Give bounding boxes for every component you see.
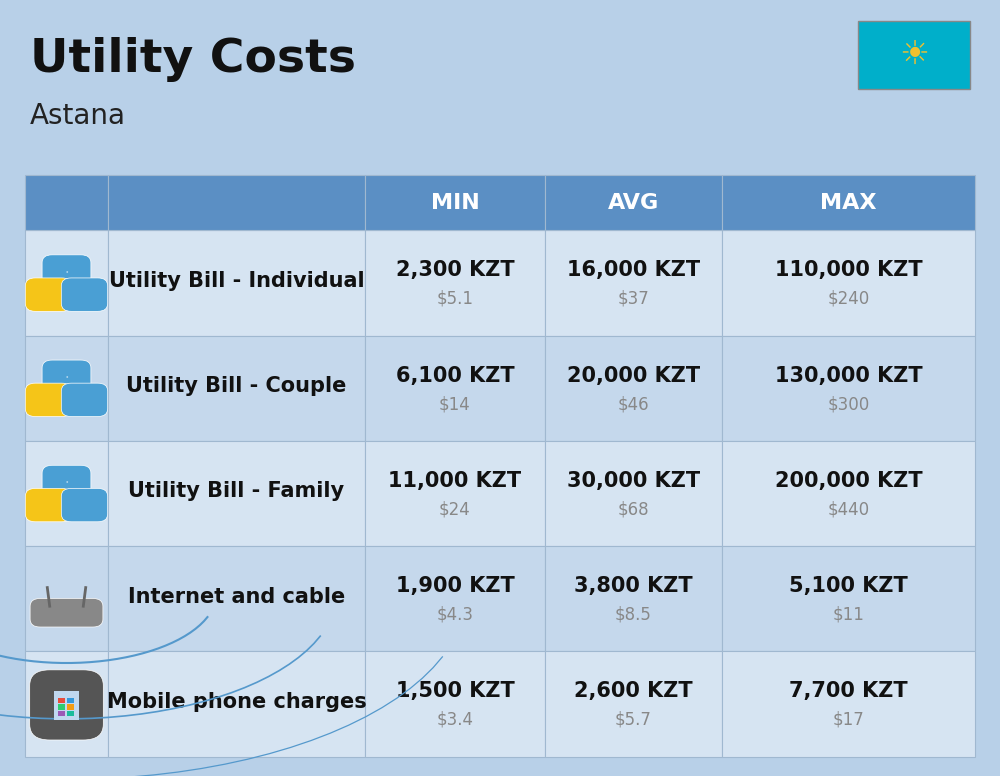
- Text: 2,300 KZT: 2,300 KZT: [396, 261, 514, 280]
- Text: Utility Bill - Family: Utility Bill - Family: [128, 481, 345, 501]
- Text: 30,000 KZT: 30,000 KZT: [567, 471, 700, 491]
- Text: $37: $37: [618, 290, 649, 308]
- Bar: [58, 705, 65, 709]
- Bar: [25, 175, 108, 230]
- Text: $46: $46: [618, 395, 649, 413]
- Text: $3.4: $3.4: [436, 711, 474, 729]
- Text: $5.1: $5.1: [436, 290, 474, 308]
- Text: $440: $440: [827, 501, 870, 518]
- Text: $17: $17: [833, 711, 864, 729]
- Bar: [25, 546, 108, 651]
- Text: Utility Costs: Utility Costs: [30, 37, 356, 82]
- Text: Internet and cable: Internet and cable: [128, 587, 345, 607]
- Text: MIN: MIN: [431, 192, 479, 213]
- Text: $24: $24: [439, 501, 471, 518]
- FancyBboxPatch shape: [30, 670, 103, 740]
- FancyBboxPatch shape: [30, 598, 103, 627]
- Text: 1,900 KZT: 1,900 KZT: [396, 576, 514, 596]
- Bar: [67, 705, 74, 709]
- Text: 11,000 KZT: 11,000 KZT: [388, 471, 522, 491]
- Text: AVG: AVG: [608, 192, 659, 213]
- Text: 3,800 KZT: 3,800 KZT: [574, 576, 693, 596]
- Text: ⚙: ⚙: [65, 375, 68, 379]
- Bar: [25, 441, 108, 546]
- FancyBboxPatch shape: [61, 383, 108, 417]
- Bar: [108, 230, 365, 336]
- Text: ⚙: ⚙: [65, 270, 68, 274]
- Bar: [108, 336, 365, 441]
- FancyBboxPatch shape: [25, 383, 72, 417]
- Bar: [722, 546, 975, 651]
- FancyBboxPatch shape: [25, 488, 72, 521]
- Bar: [365, 175, 545, 230]
- Bar: [365, 230, 545, 336]
- Text: Mobile phone charges: Mobile phone charges: [107, 692, 366, 712]
- Text: $5.7: $5.7: [615, 711, 652, 729]
- Bar: [58, 711, 65, 716]
- Text: $8.5: $8.5: [615, 605, 652, 624]
- Bar: [365, 546, 545, 651]
- Bar: [25, 230, 108, 336]
- Text: 7,700 KZT: 7,700 KZT: [789, 681, 908, 702]
- Bar: [365, 336, 545, 441]
- Text: 20,000 KZT: 20,000 KZT: [567, 365, 700, 386]
- Bar: [545, 230, 722, 336]
- Bar: [108, 546, 365, 651]
- Bar: [25, 336, 108, 441]
- Text: 110,000 KZT: 110,000 KZT: [775, 261, 922, 280]
- FancyBboxPatch shape: [42, 360, 91, 394]
- Text: $68: $68: [618, 501, 649, 518]
- Bar: [365, 651, 545, 757]
- Bar: [365, 441, 545, 546]
- Bar: [67, 698, 74, 703]
- Bar: [545, 441, 722, 546]
- Text: ⚙: ⚙: [65, 480, 68, 484]
- Text: 2,600 KZT: 2,600 KZT: [574, 681, 693, 702]
- FancyBboxPatch shape: [858, 21, 970, 89]
- Text: $300: $300: [827, 395, 870, 413]
- Bar: [722, 230, 975, 336]
- Text: ☀: ☀: [899, 39, 929, 71]
- Text: 130,000 KZT: 130,000 KZT: [775, 365, 922, 386]
- FancyBboxPatch shape: [25, 278, 72, 311]
- Text: Utility Bill - Couple: Utility Bill - Couple: [126, 376, 347, 397]
- Bar: [58, 698, 65, 703]
- Text: Astana: Astana: [30, 102, 126, 130]
- Text: 6,100 KZT: 6,100 KZT: [396, 365, 514, 386]
- Text: $14: $14: [439, 395, 471, 413]
- Text: $11: $11: [833, 605, 864, 624]
- Bar: [108, 651, 365, 757]
- Bar: [545, 175, 722, 230]
- Bar: [545, 546, 722, 651]
- Bar: [25, 651, 108, 757]
- Bar: [54, 691, 79, 719]
- Text: 16,000 KZT: 16,000 KZT: [567, 261, 700, 280]
- FancyBboxPatch shape: [61, 488, 108, 521]
- Bar: [545, 336, 722, 441]
- Bar: [545, 651, 722, 757]
- FancyBboxPatch shape: [61, 278, 108, 311]
- FancyBboxPatch shape: [42, 466, 91, 500]
- Bar: [108, 441, 365, 546]
- Text: $240: $240: [827, 290, 870, 308]
- Bar: [722, 651, 975, 757]
- Text: MAX: MAX: [820, 192, 877, 213]
- Text: Utility Bill - Individual: Utility Bill - Individual: [109, 271, 364, 291]
- Bar: [67, 711, 74, 716]
- Bar: [722, 441, 975, 546]
- Text: 5,100 KZT: 5,100 KZT: [789, 576, 908, 596]
- Bar: [108, 175, 365, 230]
- Bar: [722, 336, 975, 441]
- Bar: [722, 175, 975, 230]
- Text: 1,500 KZT: 1,500 KZT: [396, 681, 514, 702]
- Text: $4.3: $4.3: [436, 605, 474, 624]
- Text: 200,000 KZT: 200,000 KZT: [775, 471, 922, 491]
- FancyBboxPatch shape: [42, 255, 91, 289]
